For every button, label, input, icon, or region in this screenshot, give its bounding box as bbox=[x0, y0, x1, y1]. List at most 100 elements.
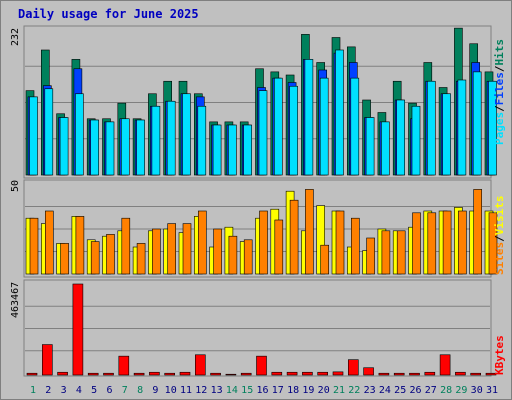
sites-bar bbox=[488, 212, 498, 275]
pages-bar bbox=[44, 88, 54, 176]
kbytes-bar bbox=[271, 371, 283, 376]
pages-bar bbox=[75, 93, 84, 176]
pages-bar bbox=[335, 49, 344, 176]
sites-bar bbox=[412, 212, 421, 275]
sites-bar bbox=[473, 189, 483, 275]
hits-max-label: 232 bbox=[10, 28, 21, 46]
day-label: 4 bbox=[76, 385, 82, 396]
visits-legend: Sites/Visits bbox=[493, 196, 506, 276]
legend-hits: Hits bbox=[493, 39, 506, 66]
day-label: 9 bbox=[152, 385, 158, 396]
pages-bar bbox=[304, 59, 314, 176]
kbytes-bar bbox=[103, 372, 114, 376]
day-label: 30 bbox=[471, 385, 483, 396]
kbytes-bar bbox=[470, 372, 482, 376]
day-label: 1 bbox=[30, 385, 36, 396]
chart-title: Daily usage for June 2025 bbox=[18, 7, 199, 21]
day-label: 25 bbox=[394, 385, 406, 396]
sites-bar bbox=[320, 244, 330, 275]
pages-bar bbox=[442, 93, 451, 176]
day-label: 19 bbox=[302, 385, 314, 396]
day-label: 11 bbox=[180, 385, 192, 396]
sites-bar bbox=[44, 210, 54, 275]
legend-kbytes: KBytes bbox=[493, 335, 506, 375]
legend-visits: Visits bbox=[493, 196, 506, 236]
kbytes-bar bbox=[72, 283, 84, 376]
sites-bar bbox=[366, 237, 375, 275]
kbytes-bar bbox=[149, 371, 160, 376]
kbytes-bar bbox=[393, 372, 405, 376]
day-label: 17 bbox=[272, 385, 284, 396]
day-labels: 1 2 3 4 5 6 7 8 9 10 11 12 13 14 15 16 17 18 19 20 21 22 23 24 2… bbox=[30, 385, 498, 396]
pages-bar bbox=[426, 80, 436, 176]
kbytes-bar bbox=[133, 372, 145, 376]
sites-bar bbox=[427, 212, 437, 275]
pages-bar bbox=[121, 118, 130, 176]
kbytes-bar bbox=[87, 372, 99, 376]
day-label: 18 bbox=[287, 385, 299, 396]
kbytes-bar bbox=[332, 371, 344, 376]
day-label: 21 bbox=[333, 385, 345, 396]
day-label: 10 bbox=[165, 385, 177, 396]
kbytes-bar bbox=[424, 371, 436, 376]
day-label: 28 bbox=[440, 385, 452, 396]
pages-bar bbox=[381, 121, 390, 176]
kbytes-bar bbox=[210, 372, 221, 376]
day-label: 20 bbox=[318, 385, 330, 396]
day-label: 5 bbox=[91, 385, 97, 396]
kbytes-bar bbox=[195, 354, 206, 376]
day-label: 8 bbox=[137, 385, 143, 396]
pages-bar bbox=[273, 77, 283, 176]
legend-files: Files bbox=[493, 72, 506, 105]
visits-bars bbox=[25, 189, 498, 275]
legend-sep-2: / bbox=[493, 65, 506, 72]
day-label: 31 bbox=[486, 385, 498, 396]
pages-bar bbox=[319, 77, 329, 176]
pages-bar bbox=[350, 77, 360, 176]
pages-bar bbox=[151, 105, 161, 176]
pages-bar bbox=[488, 80, 497, 176]
sites-bar bbox=[259, 210, 268, 275]
pages-bar bbox=[90, 119, 99, 176]
pages-bar bbox=[243, 124, 252, 176]
sites-bar bbox=[289, 199, 299, 275]
kbytes-bar bbox=[455, 371, 466, 376]
legend-pages: Pages bbox=[493, 112, 506, 145]
day-label: 13 bbox=[211, 385, 223, 396]
sites-bar bbox=[167, 223, 176, 275]
sites-bar bbox=[305, 189, 314, 275]
kbytes-bar bbox=[409, 372, 420, 376]
pages-bar bbox=[472, 71, 482, 176]
pages-bar bbox=[136, 119, 145, 176]
sites-bar bbox=[121, 217, 131, 275]
sites-bar bbox=[381, 230, 391, 275]
kbytes-bar bbox=[317, 371, 329, 376]
visits-max-label: 50 bbox=[10, 180, 21, 192]
pages-bar bbox=[59, 117, 69, 176]
sites-bar bbox=[198, 210, 207, 275]
kbytes-bar bbox=[347, 359, 359, 376]
pages-bar bbox=[212, 124, 222, 176]
pages-bar bbox=[182, 93, 191, 176]
kbytes-bar bbox=[118, 355, 130, 376]
sites-bar bbox=[458, 210, 467, 275]
pages-bar bbox=[258, 90, 268, 176]
legend-sep-1: / bbox=[493, 105, 506, 112]
kbytes-bar bbox=[363, 367, 374, 376]
sites-bar bbox=[106, 234, 115, 275]
pages-bar bbox=[396, 99, 406, 176]
day-label: 2 bbox=[45, 385, 51, 396]
sites-bar bbox=[213, 228, 222, 275]
day-label: 27 bbox=[425, 385, 437, 396]
kbytes-bar bbox=[302, 371, 313, 376]
day-label: 23 bbox=[364, 385, 376, 396]
sites-bar bbox=[152, 228, 161, 275]
hits-legend: Pages/Files/Hits bbox=[493, 39, 506, 145]
pages-bar bbox=[365, 117, 375, 176]
day-label: 12 bbox=[195, 385, 207, 396]
pages-bar bbox=[105, 121, 115, 176]
day-label: 16 bbox=[256, 385, 268, 396]
sites-bar bbox=[442, 210, 452, 275]
kbytes-max-label: 463467 bbox=[10, 282, 21, 318]
